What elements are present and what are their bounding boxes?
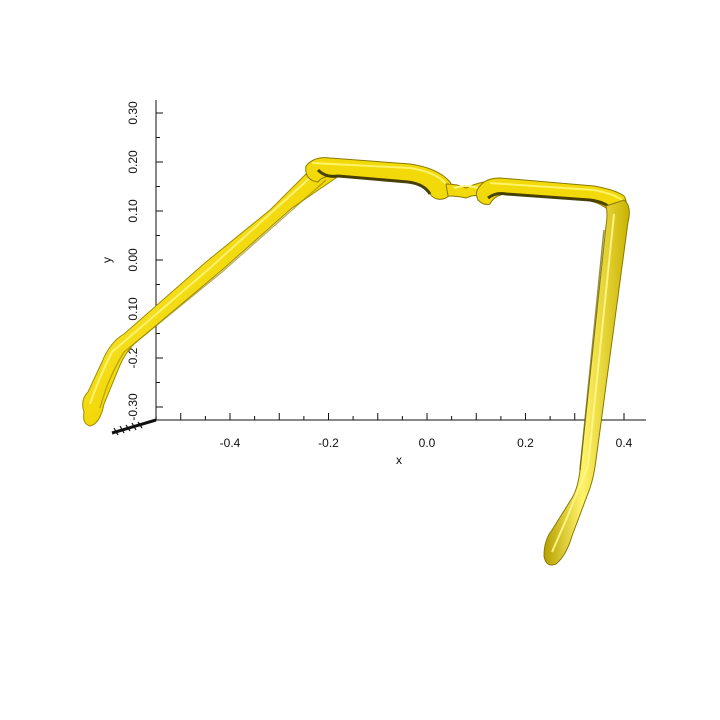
x-tick-label: -0.2 (318, 436, 339, 450)
y-tick-label: -0.2 (126, 347, 140, 368)
x-tick-label: -0.4 (220, 436, 241, 450)
x-axis-tick-labels: -0.4 -0.2 0.0 0.2 0.4 (220, 436, 633, 450)
y-tick-label: 0.10 (126, 199, 140, 223)
x-tick-label: 0.4 (616, 436, 633, 450)
y-axis-ticks (156, 112, 163, 408)
left-temple (82, 165, 337, 427)
y-tick-label: -0.30 (126, 393, 140, 421)
x-axis-title: x (396, 453, 402, 467)
x-axis-ticks (155, 413, 625, 420)
y-tick-label: 0.00 (126, 248, 140, 272)
right-temple (543, 199, 630, 566)
y-tick-label: 0.30 (126, 101, 140, 125)
x-tick-label: 0.2 (517, 436, 534, 450)
eyeglass-frame-surface (82, 157, 630, 566)
x-tick-label: 0.0 (419, 436, 436, 450)
right-rim (475, 177, 627, 213)
y-tick-label: 0.20 (126, 150, 140, 174)
left-rim (305, 157, 453, 200)
axes: -0.4 -0.2 0.0 0.2 0.4 -0.30 -0.2 0.10 0.00 0.10 0… (100, 100, 646, 467)
y-tick-label: 0.10 (126, 297, 140, 321)
y-axis-title: y (100, 257, 114, 263)
y-axis-tick-labels: -0.30 -0.2 0.10 0.00 0.10 0.20 0.30 (126, 101, 140, 421)
